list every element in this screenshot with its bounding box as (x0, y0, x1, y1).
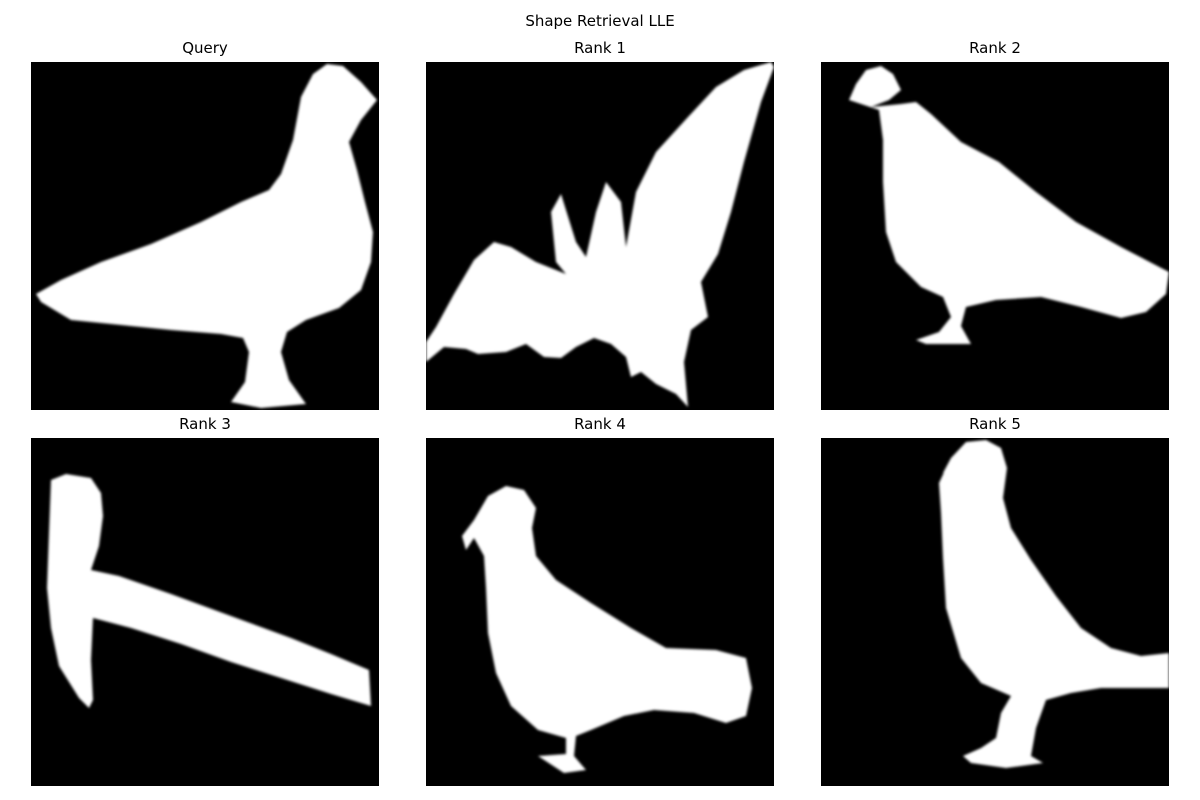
rank-2-shape-image (849, 66, 1169, 344)
panel-rank-4 (426, 438, 774, 786)
panel-title-rank-3: Rank 3 (179, 415, 231, 433)
panel-title-rank-2: Rank 2 (969, 39, 1021, 57)
panel-rank-1 (426, 62, 774, 410)
rank-5-shape-image (939, 440, 1169, 768)
panel-rank-3 (31, 438, 379, 786)
panel-title-rank-1: Rank 1 (574, 39, 626, 57)
panel-title-query: Query (182, 39, 228, 57)
panel-rank-5 (821, 438, 1169, 786)
rank-3-shape-image (47, 474, 371, 708)
pigeon-silhouette-rank-2 (849, 66, 1169, 344)
panel-rank-2 (821, 62, 1169, 410)
figure-title: Shape Retrieval LLE (525, 12, 675, 30)
query-shape-image (36, 64, 377, 408)
panel-query (31, 62, 379, 410)
bat-silhouette-rank-1 (426, 62, 774, 407)
panel-title-rank-5: Rank 5 (969, 415, 1021, 433)
rank-1-shape-image (426, 62, 774, 407)
panel-title-rank-4: Rank 4 (574, 415, 626, 433)
pigeon-silhouette-rank-4 (462, 486, 752, 773)
pigeon-silhouette-query (36, 64, 377, 408)
pigeon-silhouette-rank-5 (939, 440, 1169, 768)
rank-4-shape-image (462, 486, 752, 773)
hammer-silhouette-rank-3 (47, 474, 371, 708)
